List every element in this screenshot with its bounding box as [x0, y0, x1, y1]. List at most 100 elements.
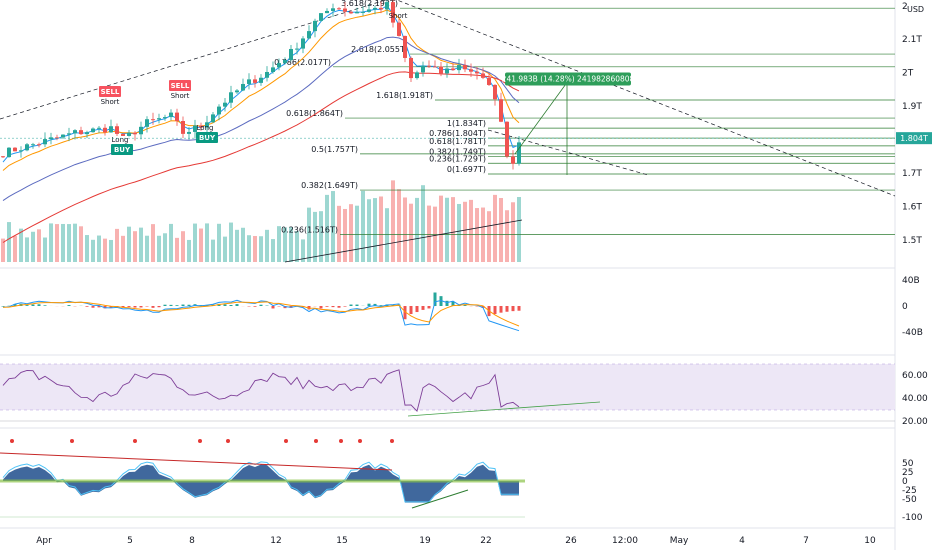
fib-label: 1.618(1.918T) — [376, 91, 433, 100]
signal-badge — [169, 80, 191, 91]
volume-bar — [235, 229, 239, 262]
volume-bar — [139, 227, 143, 262]
oscillator-dot — [358, 439, 362, 443]
volume-bar — [199, 228, 203, 262]
volume-bar — [295, 231, 299, 262]
price-tick: 1.6T — [902, 203, 922, 213]
volume-trend-line — [284, 219, 523, 263]
macd-histogram-bar — [13, 304, 17, 306]
volume-bar — [361, 190, 365, 262]
macd-histogram-bar — [1, 306, 5, 307]
volume-bar — [55, 224, 59, 262]
volume-bar — [7, 222, 11, 262]
trend-line-down — [396, 0, 896, 197]
price-tick: 2T — [902, 69, 914, 79]
volume-bar — [439, 195, 443, 262]
volume-bar — [499, 198, 503, 262]
fib-label: 2.618(2.055T) — [351, 45, 408, 54]
macd-histogram-bar — [367, 303, 371, 306]
candle-body — [103, 127, 107, 133]
macd-line — [2, 299, 520, 332]
volume-bar — [79, 226, 83, 262]
volume-bar — [475, 208, 479, 262]
candle-body — [175, 112, 179, 122]
volume-bar — [193, 223, 197, 262]
volume-bar — [31, 231, 35, 262]
fib-label: 1(1.834T) — [447, 119, 486, 128]
candle-body — [427, 65, 431, 67]
candle-body — [271, 67, 275, 72]
macd-histogram-bar — [175, 305, 179, 306]
candle-body — [325, 10, 329, 14]
candle-body — [451, 68, 455, 71]
volume-bar — [355, 205, 359, 262]
signal-line — [2, 301, 520, 327]
volume-bar — [13, 236, 17, 262]
candle-body — [457, 65, 461, 71]
signal-label: SELL — [171, 82, 190, 90]
volume-bar — [133, 231, 137, 262]
candle-body — [373, 7, 377, 10]
fib-label: 0.618(1.781T) — [429, 137, 486, 146]
oscillator-dot — [284, 439, 288, 443]
fib-label: 3.618(2.192T) — [341, 0, 398, 8]
candle-body — [421, 65, 425, 73]
volume-bar — [205, 223, 209, 262]
signal-badge — [99, 86, 121, 97]
macd-histogram-bar — [91, 306, 95, 308]
candle-body — [391, 2, 395, 23]
volume-bar — [91, 239, 95, 262]
time-tick: 22 — [480, 536, 491, 546]
rsi-divergence-line — [407, 401, 601, 417]
volume-bar — [331, 191, 335, 262]
volume-bar — [157, 235, 161, 262]
candle-body — [37, 144, 41, 146]
oscillator-dot — [198, 439, 202, 443]
macd-histogram-bar — [493, 306, 497, 315]
macd-histogram-bar — [103, 306, 107, 309]
volume-bar — [67, 224, 71, 262]
signal-label: SELL — [101, 88, 120, 96]
macd-histogram-bar — [25, 305, 29, 306]
macd-histogram-bar — [421, 306, 425, 310]
macd-histogram-bar — [481, 306, 485, 308]
macd-histogram-bar — [139, 306, 143, 308]
ema-long — [2, 71, 520, 243]
candle-body — [499, 99, 503, 122]
volume-bar — [103, 238, 107, 262]
time-tick: 19 — [419, 536, 431, 546]
volume-bar — [259, 236, 263, 262]
candle-body — [337, 8, 341, 10]
macd-histogram-bar — [85, 306, 89, 307]
candle-body — [127, 132, 131, 136]
candle-body — [211, 114, 215, 123]
osc-tick: -25 — [902, 486, 917, 496]
time-tick: 10 — [864, 536, 876, 546]
current-price-badge — [896, 132, 932, 145]
fib-levels: 3.618(2.192T) 2.618(2.055T) 0.786(2.017T) 1… — [274, 0, 895, 235]
macd-histogram-bar — [157, 306, 161, 308]
rsi-band — [0, 364, 895, 410]
macd-histogram-bar — [391, 304, 395, 306]
macd-histogram-bar — [31, 304, 35, 306]
candle-body — [85, 132, 89, 135]
volume-bar — [319, 211, 323, 262]
candle-body — [433, 66, 437, 68]
macd-histogram-bar — [517, 306, 521, 311]
macd-histogram-bar — [451, 301, 455, 306]
candle-body — [301, 38, 305, 49]
volume-bar — [313, 211, 317, 262]
projection-tool: 241.983B (14.28%) 241982860808 — [502, 72, 635, 175]
oscillator-line — [2, 461, 519, 503]
time-tick: 15 — [336, 536, 347, 546]
price-tick: 2.1T — [902, 35, 922, 45]
time-tick: May — [670, 536, 689, 546]
volume-bar — [511, 202, 515, 262]
candle-body — [25, 144, 29, 151]
volume-bar — [367, 199, 371, 262]
candle-body — [331, 8, 335, 11]
volume-bar — [349, 204, 353, 262]
candle-body — [349, 11, 353, 14]
volume-bar — [163, 233, 167, 262]
